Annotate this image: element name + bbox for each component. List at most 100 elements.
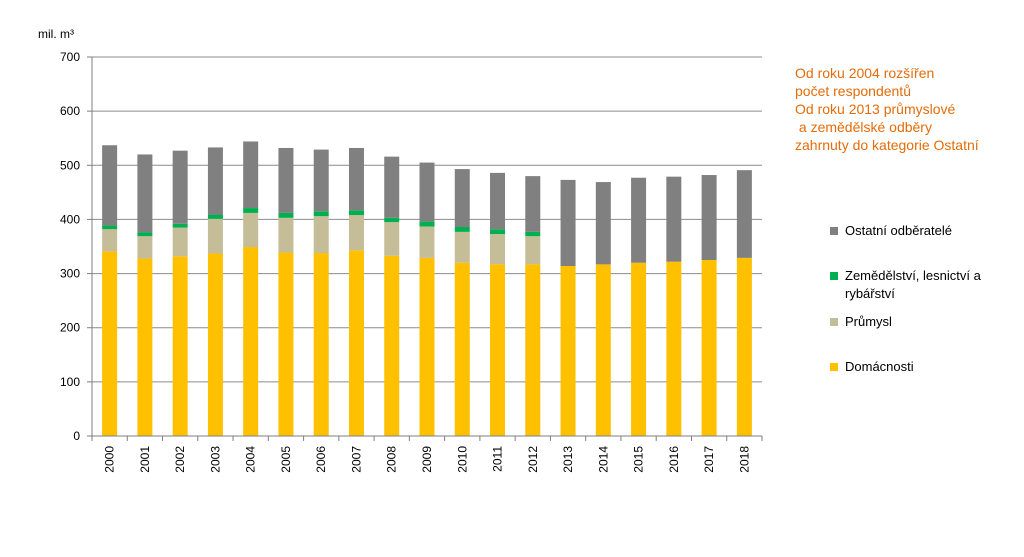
bar-segment bbox=[384, 217, 400, 223]
y-tick-label: 300 bbox=[60, 267, 80, 281]
annotation-line: počet respondentů bbox=[795, 83, 911, 99]
bar-segment bbox=[102, 229, 118, 252]
x-tick-labels: 2000 2001 2002 2003 2004 2005 2006 2007 2008 2009… bbox=[103, 446, 752, 473]
y-tick-labels: 0 100 200 300 400 500 600 700 bbox=[60, 50, 80, 443]
bar-segment bbox=[207, 218, 223, 254]
bar-segment bbox=[595, 182, 611, 265]
bar-segment bbox=[454, 231, 470, 263]
y-axis-label: mil. m³ bbox=[38, 27, 74, 41]
annotation-line: Od roku 2013 průmyslové bbox=[795, 101, 956, 117]
bar-segment bbox=[384, 255, 400, 436]
x-tick-label: 2006 bbox=[314, 446, 328, 473]
bar-segment bbox=[384, 222, 400, 256]
x-tick-label: 2004 bbox=[244, 446, 258, 473]
x-tick-label: 2001 bbox=[138, 446, 152, 473]
bar-segment bbox=[419, 221, 435, 227]
bar-segment bbox=[102, 145, 118, 226]
bar-segment bbox=[172, 150, 188, 224]
bar-segment bbox=[348, 147, 364, 211]
x-tick-label: 2005 bbox=[279, 446, 293, 473]
bar-segment bbox=[172, 227, 188, 257]
x-tick-label: 2000 bbox=[103, 446, 117, 473]
bar-segment bbox=[348, 210, 364, 216]
x-tick-label: 2012 bbox=[526, 446, 540, 473]
bar-segment bbox=[525, 236, 541, 265]
x-tick-label: 2018 bbox=[737, 446, 751, 473]
y-tick-label: 100 bbox=[60, 375, 80, 389]
bar-segment bbox=[525, 176, 541, 232]
bar-segment bbox=[736, 170, 752, 258]
x-tick-label: 2017 bbox=[702, 446, 716, 473]
bar-segment bbox=[701, 260, 717, 436]
x-tick-label: 2009 bbox=[420, 446, 434, 473]
annotation-line: zahrnuty do kategorie Ostatní bbox=[795, 137, 979, 153]
bar-segment bbox=[137, 258, 153, 436]
bar-segment bbox=[207, 147, 223, 215]
legend-swatch bbox=[830, 272, 838, 280]
y-tick-label: 700 bbox=[60, 50, 80, 64]
bar-segment bbox=[384, 156, 400, 218]
legend-label: Domácnosti bbox=[845, 359, 914, 374]
legend-swatch bbox=[830, 318, 838, 326]
legend-item-zemedelstvi: Zemědělství, lesnictví a rybářství bbox=[830, 267, 981, 303]
bar-segment bbox=[490, 229, 506, 235]
bar-segment bbox=[736, 257, 752, 436]
legend-label: Průmysl bbox=[845, 314, 892, 329]
bar-segment bbox=[348, 250, 364, 436]
bar-segment bbox=[595, 264, 611, 436]
bar-segment bbox=[207, 214, 223, 219]
bar-segment bbox=[278, 147, 294, 213]
legend-item-domacnosti: Domácnosti bbox=[830, 358, 914, 376]
legend-label: Ostatní odběratelé bbox=[845, 223, 952, 238]
bar-segment bbox=[278, 217, 294, 253]
bar-segment bbox=[454, 262, 470, 436]
bar-segment bbox=[172, 223, 188, 228]
bar-segment bbox=[278, 252, 294, 436]
annotation-line: Od roku 2004 rozšířen bbox=[795, 65, 935, 81]
bar-segment bbox=[525, 264, 541, 436]
bar-segment bbox=[560, 179, 576, 266]
bar-segment bbox=[243, 247, 259, 436]
legend-label: Zemědělství, lesnictví a rybářství bbox=[845, 268, 981, 301]
x-tick-label: 2007 bbox=[349, 446, 363, 473]
legend-item-prumysl: Průmysl bbox=[830, 313, 892, 331]
bar-segment bbox=[137, 154, 153, 233]
bar-segment bbox=[666, 176, 682, 262]
bar-segment bbox=[490, 172, 506, 230]
x-tick-label: 2002 bbox=[173, 446, 187, 473]
bar-segment bbox=[172, 256, 188, 436]
bar-segment bbox=[490, 234, 506, 265]
bar-segment bbox=[419, 226, 435, 258]
bar-segment bbox=[313, 216, 329, 253]
bar-segment bbox=[243, 212, 259, 248]
legend-swatch bbox=[830, 227, 838, 235]
x-tick-label: 2008 bbox=[385, 446, 399, 473]
bar-segment bbox=[631, 262, 647, 436]
bar-segment bbox=[454, 169, 470, 228]
y-tick-label: 500 bbox=[60, 158, 80, 172]
bar-segment bbox=[419, 162, 435, 222]
bar-segment bbox=[490, 264, 506, 436]
bar-segment bbox=[631, 177, 647, 263]
bar-series bbox=[102, 141, 752, 436]
axes bbox=[87, 56, 763, 441]
bar-segment bbox=[419, 257, 435, 436]
y-tick-label: 600 bbox=[60, 104, 80, 118]
y-tick-label: 200 bbox=[60, 321, 80, 335]
x-tick-label: 2010 bbox=[455, 446, 469, 473]
x-tick-label: 2011 bbox=[491, 446, 505, 472]
bar-segment bbox=[137, 232, 153, 237]
bar-segment bbox=[701, 175, 717, 261]
y-tick-label: 0 bbox=[73, 429, 80, 443]
bar-segment bbox=[278, 212, 294, 218]
bar-segment bbox=[348, 215, 364, 251]
bar-segment bbox=[243, 141, 259, 209]
x-tick-label: 2013 bbox=[561, 446, 575, 473]
legend-item-ostatni: Ostatní odběratelé bbox=[830, 222, 952, 240]
bar-segment bbox=[313, 211, 329, 217]
chart-annotation: Od roku 2004 rozšířen počet respondentů … bbox=[795, 64, 1015, 154]
annotation-line: a zemědělské odběry bbox=[795, 119, 932, 135]
x-tick-label: 2014 bbox=[596, 446, 610, 473]
bar-segment bbox=[137, 236, 153, 259]
